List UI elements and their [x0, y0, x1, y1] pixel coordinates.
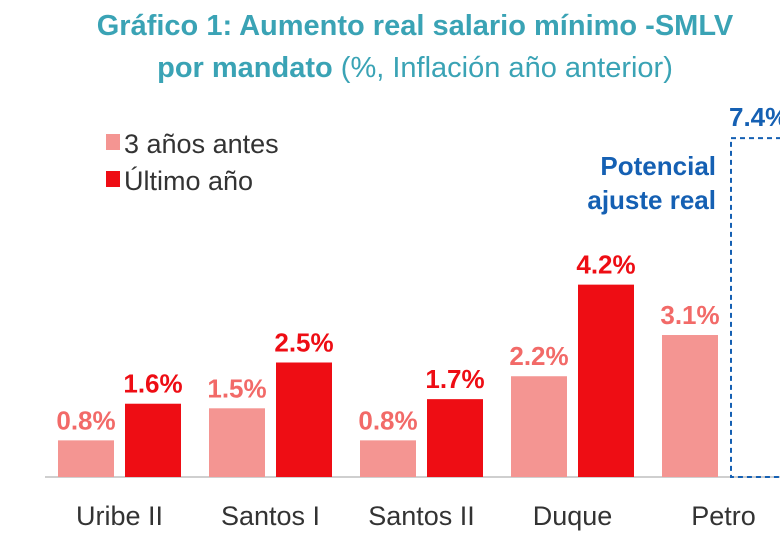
bar-3-anos-antes-santos-ii: [360, 440, 416, 477]
value-label-ultimo-ano-santos-ii: 1.7%: [425, 364, 484, 394]
chart-subtitle: por mandato (%, Inflación año anterior): [0, 52, 780, 85]
legend-label-3-anos-antes: 3 años antes: [124, 129, 279, 159]
value-label-ultimo-ano-uribe-ii: 1.6%: [123, 369, 182, 399]
bars-group: Uribe II 0.8% 1.6% Santos I 1.5% 2.5% Santos I…: [45, 102, 780, 531]
category-label-santos-ii: Santos II: [368, 501, 475, 531]
value-label-3-anos-antes-duque: 2.2%: [509, 341, 568, 371]
bar-ultimo-ano-santos-i: [276, 362, 332, 477]
legend-label-ultimo-ano: Último año: [124, 165, 253, 196]
bar-3-anos-antes-uribe-ii: [58, 440, 114, 477]
bar-ultimo-ano-duque: [578, 284, 634, 477]
category-label-duque: Duque: [533, 501, 613, 531]
value-label-3-anos-antes-uribe-ii: 0.8%: [56, 405, 115, 435]
value-label-3-anos-antes-petro: 3.1%: [660, 300, 719, 330]
bar-ultimo-ano-uribe-ii: [125, 403, 181, 477]
chart-subtitle-bold: por mandato: [157, 52, 333, 84]
bar-3-anos-antes-duque: [511, 376, 567, 477]
annotation-line-2: ajuste real: [587, 185, 716, 215]
value-label-ultimo-ano-duque: 4.2%: [576, 250, 635, 280]
legend: 3 años antes Último año: [106, 129, 279, 196]
value-label-ultimo-ano-petro: 7.4%: [729, 102, 780, 132]
chart-title: Gráfico 1: Aumento real salario mínimo -…: [96, 10, 734, 42]
category-label-petro: Petro: [691, 501, 756, 531]
category-label-uribe-ii: Uribe II: [76, 501, 163, 531]
annotation-line-1: Potencial: [600, 151, 716, 181]
annotation-group: Potencial ajuste real: [587, 151, 716, 215]
bar-3-anos-antes-santos-i: [209, 408, 265, 477]
bar-ultimo-ano-petro: [730, 137, 780, 479]
value-label-3-anos-antes-santos-i: 1.5%: [207, 373, 266, 403]
bar-3-anos-antes-petro: [662, 335, 718, 477]
legend-swatch-3-anos-antes: [106, 134, 120, 150]
bar-ultimo-ano-santos-ii: [427, 399, 483, 477]
value-label-ultimo-ano-santos-i: 2.5%: [274, 328, 333, 358]
value-label-3-anos-antes-santos-ii: 0.8%: [358, 405, 417, 435]
chart-subtitle-rest: (%, Inflación año anterior): [332, 52, 673, 84]
category-label-santos-i: Santos I: [221, 501, 320, 531]
legend-swatch-ultimo-ano: [106, 171, 120, 187]
